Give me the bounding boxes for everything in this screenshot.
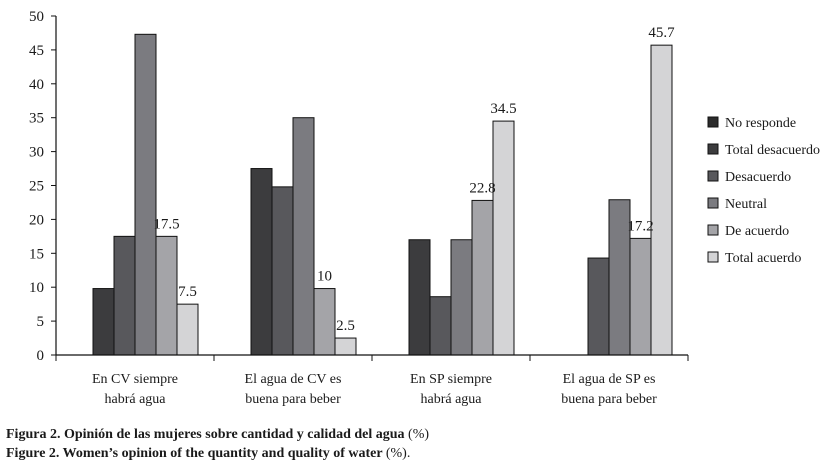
data-label: 17.2 bbox=[627, 218, 653, 234]
x-tick-label: habrá agua bbox=[420, 392, 482, 407]
y-tick-label: 50 bbox=[29, 9, 44, 25]
x-tick-label: habrá agua bbox=[104, 392, 166, 407]
legend-swatch bbox=[707, 116, 719, 128]
y-tick-label: 40 bbox=[29, 77, 44, 93]
data-label: 34.5 bbox=[490, 101, 516, 117]
bar bbox=[113, 235, 136, 356]
legend-swatch bbox=[707, 251, 719, 263]
legend-swatch bbox=[707, 224, 719, 236]
y-tick-label: 35 bbox=[29, 111, 44, 127]
legend-swatch bbox=[707, 170, 719, 182]
legend-swatch bbox=[707, 197, 719, 209]
bar bbox=[408, 239, 431, 356]
x-tick-label: El agua de SP es bbox=[563, 372, 656, 387]
legend-swatch bbox=[707, 143, 719, 155]
y-tick-label: 25 bbox=[29, 179, 44, 195]
caption-english-text: Figure 2. Women’s opinion of the quantit… bbox=[6, 446, 383, 461]
bar bbox=[92, 288, 115, 356]
bar bbox=[492, 120, 515, 356]
y-tick-label: 15 bbox=[29, 246, 44, 262]
y-tick-label: 30 bbox=[29, 145, 44, 161]
legend-label: De acuerdo bbox=[725, 224, 789, 239]
bar bbox=[471, 199, 494, 356]
caption-spanish-unit: (%) bbox=[408, 427, 430, 442]
bar bbox=[250, 168, 273, 356]
x-tick-label: En CV siempre bbox=[92, 372, 178, 387]
data-label: 7.5 bbox=[178, 284, 197, 300]
caption-spanish-text: Figura 2. Opinión de las mujeres sobre c… bbox=[6, 427, 405, 442]
legend-label: Total desacuerdo bbox=[725, 143, 820, 158]
bar bbox=[313, 288, 336, 356]
y-tick-label: 10 bbox=[29, 280, 44, 296]
data-label: 45.7 bbox=[648, 25, 675, 41]
y-tick-label: 20 bbox=[29, 212, 44, 228]
data-label: 10 bbox=[317, 269, 332, 285]
data-label: 22.8 bbox=[469, 180, 495, 196]
legend-label: Desacuerdo bbox=[725, 170, 791, 185]
bar bbox=[429, 296, 452, 356]
caption-english-unit: (%). bbox=[385, 446, 411, 461]
bar bbox=[271, 186, 294, 356]
bar bbox=[587, 257, 610, 356]
caption-english: Figure 2. Women’s opinion of the quantit… bbox=[6, 446, 410, 462]
legend-label: Neutral bbox=[725, 197, 767, 212]
data-label: 17.5 bbox=[153, 216, 179, 232]
data-label: 2.5 bbox=[336, 318, 355, 334]
x-tick-label: buena para beber bbox=[561, 392, 657, 407]
bar bbox=[650, 44, 673, 356]
bar bbox=[334, 337, 357, 356]
y-tick-label: 0 bbox=[37, 348, 45, 364]
bar bbox=[450, 239, 473, 356]
y-tick-label: 5 bbox=[37, 314, 45, 330]
bar bbox=[292, 117, 315, 356]
y-tick-label: 45 bbox=[29, 43, 44, 59]
x-tick-label: En SP siempre bbox=[410, 372, 492, 387]
caption-spanish: Figura 2. Opinión de las mujeres sobre c… bbox=[6, 427, 429, 443]
x-tick-label: buena para beber bbox=[245, 392, 341, 407]
legend-label: Total acuerdo bbox=[725, 251, 801, 266]
bar-chart: 0 5 10 15 20 25 30 35 40 45 50 En CV siempre habrá a… bbox=[29, 9, 820, 407]
x-tick-label: El agua de CV es bbox=[245, 372, 342, 387]
bar bbox=[629, 237, 652, 356]
bar bbox=[176, 303, 199, 356]
bar bbox=[134, 33, 157, 356]
legend-label: No responde bbox=[725, 116, 796, 131]
bar bbox=[155, 235, 178, 356]
